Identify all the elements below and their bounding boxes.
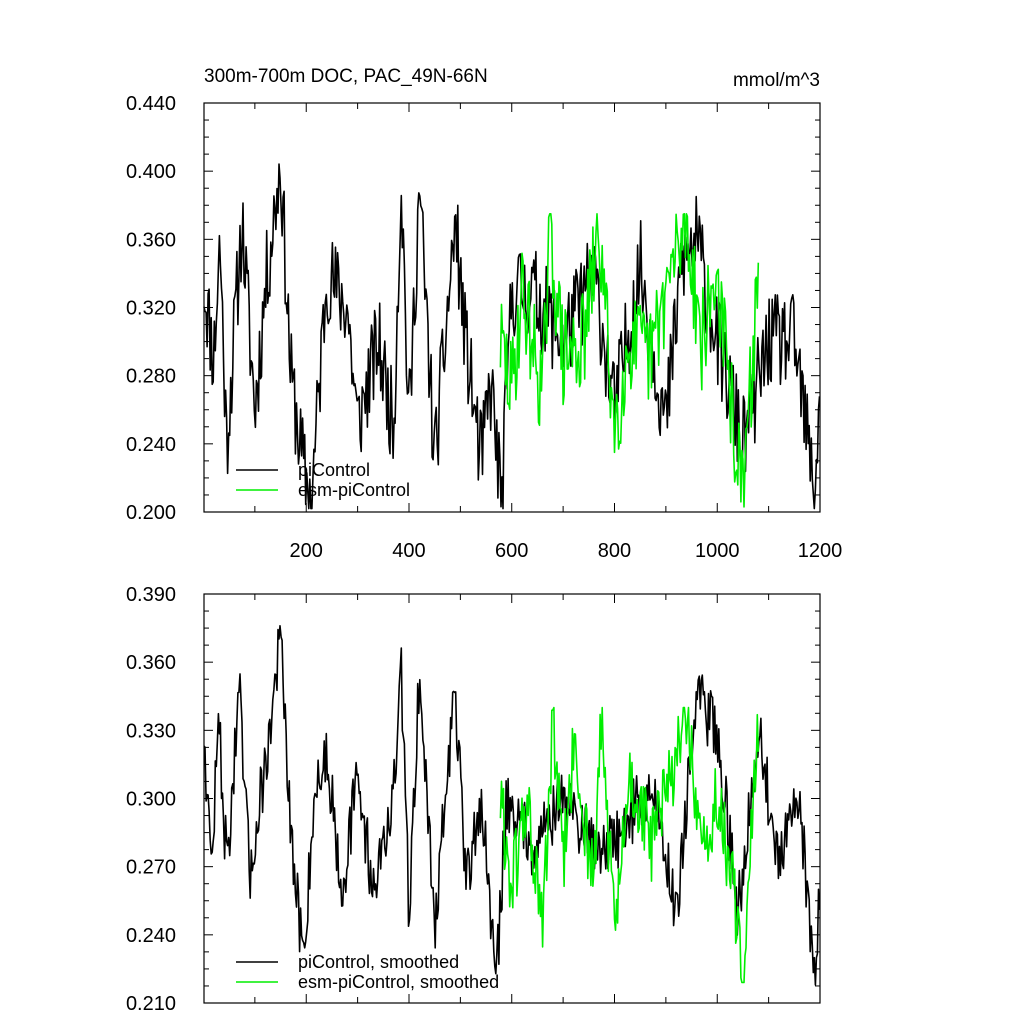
y-tick-label: 0.200: [126, 502, 176, 524]
series-line-esm-picontrol: [499, 213, 760, 508]
legend-label-esm-picontrol-smoothed: esm-piControl, smoothed: [298, 972, 499, 992]
top-panel: 200 400 600 800 1000 1200 0.200 0.240 0.280 0.320…: [126, 93, 842, 562]
bottom-legend: piControl, smoothed esm-piControl, smoot…: [236, 952, 499, 992]
legend-label-picontrol: piControl: [298, 460, 370, 480]
x-tick-label: 1000: [695, 540, 740, 562]
bottom-panel: 0.210 0.240 0.270 0.300 0.330 0.360 0.390 piCo…: [126, 584, 821, 1015]
legend-label-picontrol-smoothed: piControl, smoothed: [298, 952, 459, 972]
y-tick-label: 0.240: [126, 925, 176, 947]
series-line-picontrol-smoothed: [203, 624, 821, 986]
y-tick-label: 0.210: [126, 993, 176, 1015]
y-tick-label: 0.280: [126, 366, 176, 388]
x-tick-label: 1200: [798, 540, 843, 562]
units-label: mmol/m^3: [733, 70, 820, 91]
y-tick-label: 0.360: [126, 652, 176, 674]
y-tick-label: 0.330: [126, 720, 176, 742]
y-tick-label: 0.440: [126, 93, 176, 115]
y-tick-label: 0.300: [126, 789, 176, 811]
y-tick-label: 0.390: [126, 584, 176, 606]
top-series-layer: [203, 163, 821, 510]
legend-label-esm-picontrol: esm-piControl: [298, 480, 410, 500]
y-tick-label: 0.270: [126, 857, 176, 879]
y-tick-label: 0.400: [126, 161, 176, 183]
y-tick-label: 0.240: [126, 434, 176, 456]
x-tick-label: 800: [598, 540, 631, 562]
y-tick-label: 0.320: [126, 298, 176, 320]
series-line-picontrol: [203, 163, 821, 510]
chart-title: 300m-700m DOC, PAC_49N-66N: [204, 66, 488, 87]
bottom-series-layer: [203, 624, 821, 986]
x-tick-label: 200: [290, 540, 323, 562]
top-legend: piControl esm-piControl: [236, 460, 410, 500]
y-tick-label: 0.360: [126, 229, 176, 251]
bottom-axes: 0.210 0.240 0.270 0.300 0.330 0.360 0.390: [126, 584, 821, 1015]
x-tick-label: 400: [392, 540, 425, 562]
top-axes: 200 400 600 800 1000 1200 0.200 0.240 0.280 0.320…: [126, 93, 842, 562]
series-line-esm-picontrol-smoothed: [499, 706, 760, 984]
x-tick-label: 600: [495, 540, 528, 562]
